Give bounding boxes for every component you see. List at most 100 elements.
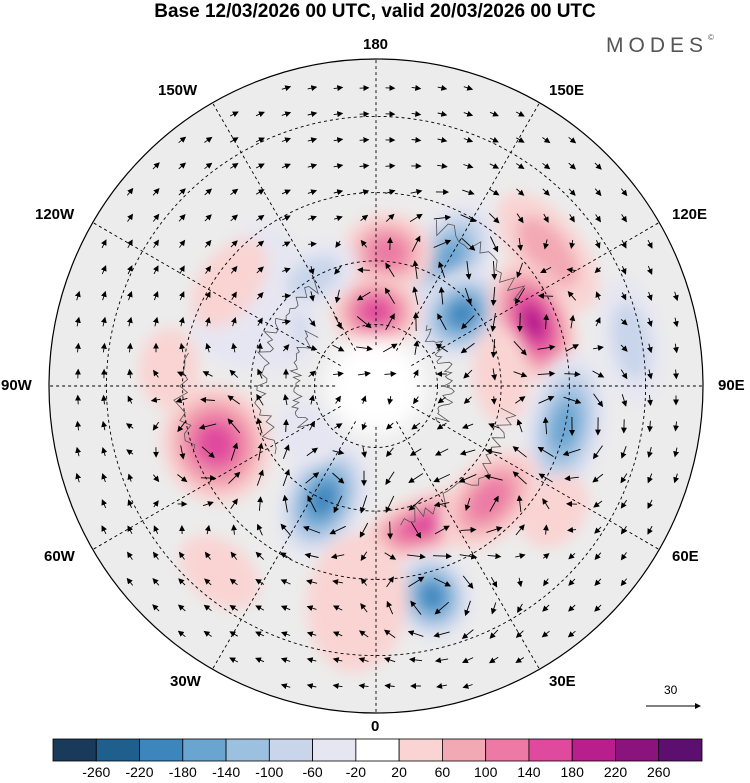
- colorbar-swatch: [182, 738, 227, 762]
- wind-vector-arrow-icon: [358, 683, 369, 690]
- wind-vector-arrow-icon: [255, 111, 265, 118]
- wind-vector-arrow-icon: [620, 369, 628, 380]
- wind-vector-arrow-icon: [543, 213, 549, 223]
- anomaly-contour: [551, 401, 580, 451]
- wind-vector-arrow-icon: [568, 578, 576, 586]
- wind-vector-arrow-icon: [204, 578, 212, 586]
- wind-vector-arrow-icon: [385, 189, 396, 195]
- wind-vector-arrow-icon: [127, 265, 133, 275]
- anomaly-contour: [368, 235, 407, 270]
- colorbar-tick-label: -100: [255, 764, 284, 780]
- wind-vector-arrow-icon: [309, 291, 315, 302]
- lon-label-150w: 150W: [158, 82, 198, 99]
- wind-vector-arrow-icon: [178, 213, 186, 222]
- wind-vector-arrow-icon: [567, 630, 576, 638]
- wind-vector-arrow-icon: [673, 473, 680, 484]
- wind-vector-arrow-icon: [568, 604, 576, 612]
- wind-vector-arrow-icon: [542, 162, 551, 170]
- wind-vector-arrow-icon: [489, 137, 499, 143]
- wind-vector-arrow-icon: [646, 343, 653, 354]
- wind-vector-arrow-icon: [126, 449, 134, 456]
- wind-vector-arrow-icon: [537, 292, 554, 299]
- wind-vector-arrow-icon: [361, 447, 367, 458]
- lon-label-120w: 120W: [35, 206, 75, 223]
- wind-vector-arrow-icon: [542, 604, 550, 612]
- wind-vector-arrow-icon: [489, 629, 499, 639]
- wind-vector-arrow-icon: [460, 342, 475, 354]
- colorbar-tick-label: -260: [82, 764, 111, 780]
- wind-vector-arrow-icon: [515, 657, 525, 664]
- colorbar-swatch: [139, 738, 184, 762]
- wind-vector-arrow-icon: [230, 214, 239, 222]
- wind-vector-arrow-icon: [386, 576, 394, 588]
- wind-vector-arrow-icon: [152, 162, 160, 170]
- wind-vector-arrow-icon: [410, 188, 423, 195]
- wind-vector-arrow-icon: [229, 605, 238, 611]
- coastline-segment: [289, 329, 319, 429]
- wind-vector-arrow-icon: [489, 163, 500, 169]
- wind-vector-arrow-icon: [127, 499, 134, 508]
- wind-vector-arrow-icon: [412, 260, 419, 279]
- wind-vector-arrow-icon: [282, 444, 290, 459]
- wind-vector-arrow-icon: [411, 422, 421, 430]
- wind-vector-arrow-icon: [152, 421, 160, 431]
- wind-vector-arrow-icon: [281, 215, 291, 221]
- wind-vector-arrow-icon: [201, 446, 215, 458]
- wind-vector-arrow-icon: [230, 498, 238, 510]
- wind-vector-arrow-icon: [257, 368, 263, 379]
- wind-vector-arrow-icon: [256, 342, 263, 353]
- wind-vector-arrow-icon: [620, 446, 627, 459]
- wind-vector-arrow-icon: [177, 604, 186, 612]
- wind-vector-arrow-icon: [127, 213, 134, 222]
- wind-vector-arrow-icon: [437, 313, 447, 331]
- wind-vector-arrow-icon: [307, 163, 318, 170]
- wind-vector-arrow-icon: [359, 495, 368, 514]
- wind-vector-arrow-icon: [407, 553, 426, 560]
- wind-vector-arrow-icon: [329, 525, 346, 535]
- anomaly-contour: [191, 238, 267, 328]
- wind-vector-arrow-icon: [280, 605, 291, 611]
- wind-vector-arrow-icon: [282, 469, 290, 487]
- lon-label-30w: 30W: [170, 673, 201, 690]
- wind-vector-arrow-icon: [460, 214, 477, 223]
- wind-vector-arrow-icon: [256, 240, 265, 248]
- wind-vector-arrow-icon: [513, 340, 527, 356]
- wind-vector-arrow-icon: [569, 214, 575, 223]
- wind-vector-arrow-icon: [230, 163, 239, 169]
- wind-vector-arrow-icon: [437, 110, 448, 117]
- wind-vector-arrow-icon: [204, 239, 212, 248]
- wind-vector-arrow-icon: [306, 631, 317, 638]
- wind-vector-arrow-icon: [333, 495, 343, 514]
- wind-vector-arrow-icon: [281, 163, 291, 170]
- wind-vector-arrow-icon: [592, 445, 603, 460]
- wind-vector-arrow-icon: [384, 683, 395, 690]
- wind-vector-arrow-icon: [282, 241, 291, 248]
- wind-vector-arrow-icon: [333, 189, 344, 196]
- wind-vector-arrow-icon: [306, 657, 317, 664]
- wind-vector-arrow-icon: [256, 292, 264, 300]
- wind-vector-arrow-icon: [463, 84, 474, 91]
- wind-vector-arrow-icon: [408, 497, 424, 511]
- anomaly-contour: [468, 478, 512, 522]
- wind-vector-arrow-icon: [384, 370, 397, 377]
- wind-vector-arrow-icon: [412, 369, 419, 378]
- wind-vector-arrow-icon: [620, 526, 627, 535]
- colorbar-tick-label: 220: [603, 764, 628, 780]
- wind-vector-arrow-icon: [411, 136, 422, 143]
- wind-vector-arrow-icon: [564, 371, 581, 378]
- wind-vector-arrow-icon: [281, 189, 291, 195]
- anomaly-contour: [434, 239, 466, 278]
- brand-logo: MODES©: [606, 33, 714, 58]
- wind-vector-arrow-icon: [410, 600, 422, 615]
- wind-vector-arrow-icon: [308, 265, 315, 275]
- wind-vector-arrow-icon: [125, 423, 134, 430]
- wind-vector-arrow-icon: [126, 290, 133, 301]
- wind-vector-arrow-icon: [255, 657, 265, 664]
- wind-vector-arrow-icon: [568, 136, 577, 144]
- wind-vector-arrow-icon: [516, 312, 523, 332]
- wind-vector-arrow-icon: [562, 448, 581, 457]
- wind-vector-arrow-icon: [283, 393, 289, 406]
- wind-vector-arrow-icon: [152, 316, 159, 327]
- wind-vector-arrow-icon: [255, 137, 265, 143]
- wind-vector-arrow-icon: [513, 371, 528, 378]
